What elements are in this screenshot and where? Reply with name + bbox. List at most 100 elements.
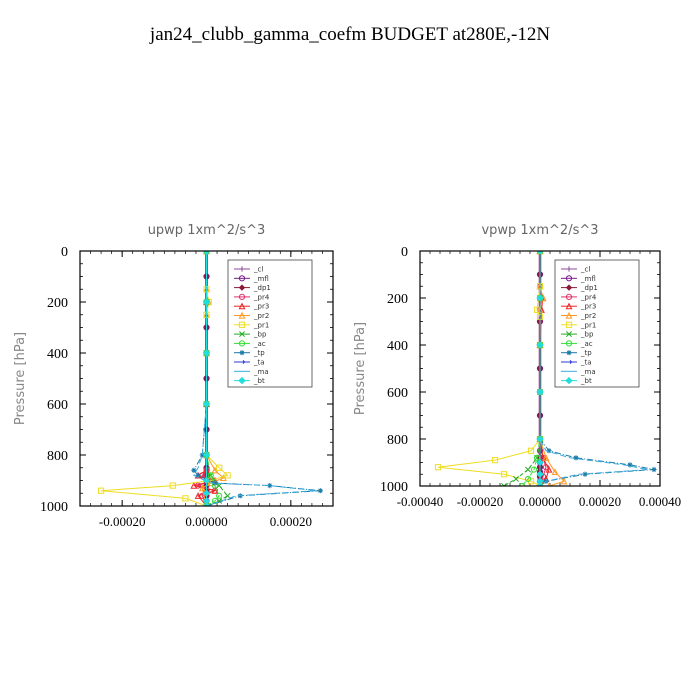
x-tick-label: 0.00000 xyxy=(185,514,227,529)
series-group xyxy=(434,251,657,486)
data-point-ac xyxy=(216,492,223,499)
data-point-pr2 xyxy=(551,468,559,475)
legend-marker xyxy=(565,302,573,310)
data-point-pr1 xyxy=(182,495,189,502)
data-point-pr2 xyxy=(542,454,550,461)
legend: _cl_mfl_dp1_pr4_pr3_pr2_pr1_bp_ac_tp_ta_… xyxy=(554,259,640,388)
legend-label: _ma xyxy=(580,368,596,376)
data-point-pr1 xyxy=(491,457,499,464)
legend-label: _cl xyxy=(253,266,263,274)
y-tick-label: 800 xyxy=(387,433,408,448)
legend-label: _bp xyxy=(253,331,267,339)
data-point-bp xyxy=(525,466,531,473)
data-point-bt xyxy=(536,435,544,443)
series-group xyxy=(97,251,323,506)
x-tick-label: -0.00020 xyxy=(457,494,504,509)
legend-label: _pr1 xyxy=(253,321,269,329)
chart-panel-1: upwp 1xm^2/s^3 Pressure [hPa] 0 200 400 600 80… xyxy=(13,223,334,529)
data-point-ac xyxy=(207,472,214,479)
chart-panel-2: vpwp 1xm^2/s^3 Pressure [hPa] 0 200 400 600 80… xyxy=(353,223,681,509)
data-point-pr2 xyxy=(198,484,206,492)
data-point-pr1 xyxy=(500,471,508,478)
data-point-bt xyxy=(536,294,544,302)
x-tick-label: 0.00040 xyxy=(639,494,681,509)
legend-marker xyxy=(238,340,246,347)
legend-label: _pr3 xyxy=(580,303,596,311)
x-tick-label: 0.00000 xyxy=(519,494,561,509)
x-tick-label: -0.00040 xyxy=(397,494,444,509)
y-tick-label: 600 xyxy=(387,386,408,401)
legend-marker xyxy=(238,311,246,319)
legend-marker xyxy=(238,275,246,282)
y-tick-label: 1000 xyxy=(40,500,68,515)
legend-label: _dp1 xyxy=(253,284,271,292)
data-point-bt xyxy=(536,470,544,478)
y-tick-label: 400 xyxy=(47,347,68,362)
data-point-tp xyxy=(267,483,273,489)
data-point-bp xyxy=(224,492,231,499)
legend-marker xyxy=(565,311,573,319)
legend-marker xyxy=(239,266,245,272)
figure-title: jan24_clubb_gamma_coefm BUDGET at280E,-1… xyxy=(149,24,550,45)
legend-marker xyxy=(565,293,573,300)
data-point-bt xyxy=(202,251,211,255)
data-point-pr1 xyxy=(97,487,105,494)
legend-label: _tp xyxy=(253,349,265,357)
data-point-pr1 xyxy=(224,472,231,479)
legend-label: _ac xyxy=(580,340,593,348)
legend-marker xyxy=(238,284,246,291)
legend-label: _ma xyxy=(253,368,269,376)
data-point-ac xyxy=(524,475,532,483)
chart-title: upwp 1xm^2/s^3 xyxy=(148,223,266,238)
y-tick-label: 0 xyxy=(61,245,68,260)
legend-label: _pr3 xyxy=(253,303,269,311)
data-point-bt xyxy=(202,476,211,485)
data-point-tp xyxy=(582,471,588,477)
legend-label: _ac xyxy=(253,340,266,348)
data-point-bt xyxy=(536,251,544,255)
y-tick-label: 1000 xyxy=(380,480,408,495)
legend-marker xyxy=(565,275,573,282)
data-point-tp xyxy=(195,472,201,478)
data-point-pr2 xyxy=(560,477,568,485)
legend-label: _cl xyxy=(580,266,590,274)
data-point-bt xyxy=(202,502,211,506)
x-tick-label: 0.00020 xyxy=(579,494,621,509)
legend-label: _pr1 xyxy=(580,321,596,329)
data-point-pr1 xyxy=(527,447,535,454)
y-tick-label: 800 xyxy=(47,449,68,464)
legend-label: _bt xyxy=(580,377,592,385)
data-point-bt xyxy=(536,482,544,486)
legend-marker xyxy=(238,321,246,328)
y-axis-label: Pressure [hPa] xyxy=(353,322,368,415)
y-tick-label: 200 xyxy=(47,296,68,311)
legend-label: _tp xyxy=(580,349,592,357)
legend-label: _mfl xyxy=(580,275,596,283)
legend-marker xyxy=(566,331,572,338)
data-point-pr1 xyxy=(169,482,176,489)
legend-label: _pr2 xyxy=(253,312,269,320)
legend-label: _pr2 xyxy=(580,312,596,320)
legend-label: _bt xyxy=(253,377,265,385)
data-point-pr1 xyxy=(434,464,442,471)
data-point-pr3 xyxy=(211,486,219,494)
legend-box xyxy=(554,259,640,388)
legend-marker xyxy=(565,284,573,291)
y-tick-label: 600 xyxy=(47,398,68,413)
x-tick-label: 0.00020 xyxy=(270,514,312,529)
data-point-tp xyxy=(199,452,205,458)
legend-marker xyxy=(565,321,573,328)
series-line-pr1 xyxy=(437,251,541,486)
data-point-tp xyxy=(546,448,552,454)
data-point-bp xyxy=(501,483,507,486)
data-point-bt xyxy=(202,349,211,357)
legend-label: _pr4 xyxy=(253,293,270,301)
data-point-tp xyxy=(191,467,197,473)
legend-marker xyxy=(565,340,573,347)
legend-marker xyxy=(238,302,246,310)
legend-label: _ta xyxy=(253,359,265,367)
data-point-ac xyxy=(530,466,538,473)
data-point-tp xyxy=(573,455,579,461)
legend-label: _bp xyxy=(580,331,594,339)
